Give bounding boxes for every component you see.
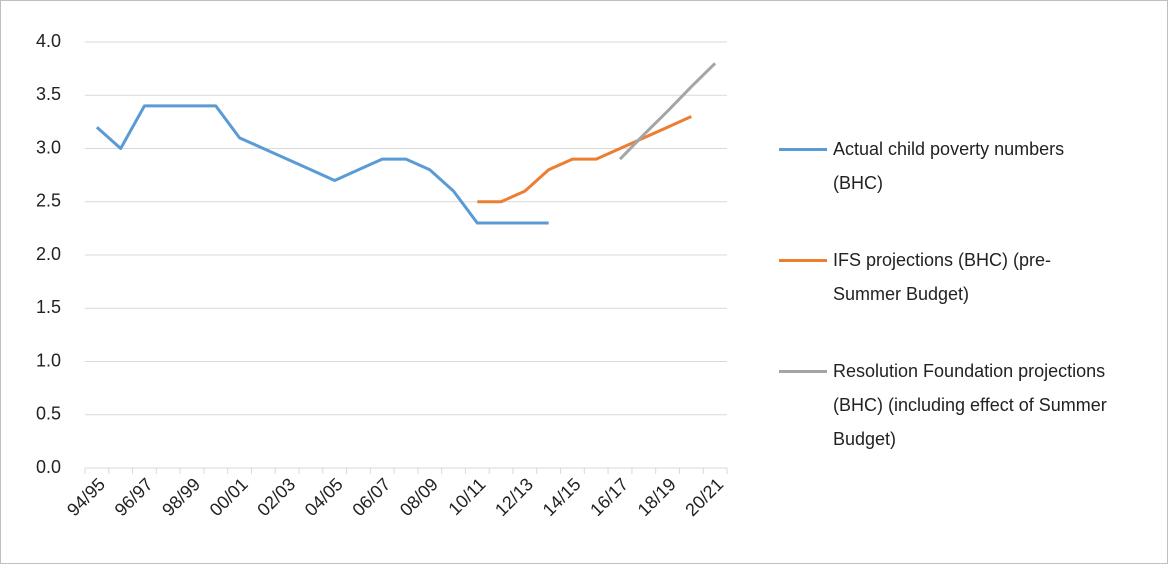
legend-label: Actual child poverty numbers (BHC) (833, 139, 1065, 193)
legend-label: Resolution Foundation projections (BHC) … (833, 361, 1107, 449)
legend-swatch (779, 148, 827, 151)
series-line (477, 115, 692, 204)
x-tick-label: 18/19 (634, 474, 680, 520)
y-tick-label: 0.5 (36, 404, 61, 424)
x-tick-label: 10/11 (444, 474, 489, 519)
y-tick-label: 3.5 (36, 84, 61, 104)
x-tick-label: 96/97 (111, 474, 157, 520)
x-tick-label: 02/03 (253, 474, 299, 520)
y-tick-label: 1.5 (36, 297, 61, 317)
x-tick-label: 14/15 (539, 474, 585, 520)
legend-item: IFS projections (BHC) (pre-Summer Budget… (779, 243, 1119, 311)
y-tick-label: 1.0 (36, 350, 61, 370)
y-tick-label: 3.0 (36, 137, 61, 157)
x-tick-label: 00/01 (206, 474, 252, 520)
y-tick-label: 4.0 (36, 31, 61, 51)
legend-swatch (779, 259, 827, 262)
x-tick-label: 04/05 (301, 474, 347, 520)
legend-item: Resolution Foundation projections (BHC) … (779, 354, 1119, 456)
legend-label: IFS projections (BHC) (pre-Summer Budget… (833, 250, 1052, 304)
x-tick-label: 20/21 (681, 474, 727, 520)
legend: Actual child poverty numbers (BHC) IFS pr… (779, 132, 1119, 499)
series-line (618, 62, 717, 161)
legend-item: Actual child poverty numbers (BHC) (779, 132, 1119, 200)
x-tick-label: 98/99 (158, 474, 204, 520)
y-tick-label: 2.5 (36, 191, 61, 211)
x-tick-label: 12/13 (491, 474, 537, 520)
legend-swatch (779, 370, 827, 373)
x-tick-label: 08/09 (396, 474, 442, 520)
x-tick-label: 94/95 (63, 474, 109, 520)
y-tick-label: 2.0 (36, 244, 61, 264)
x-tick-label: 06/07 (348, 474, 394, 520)
x-tick-label: 16/17 (586, 474, 632, 520)
y-tick-label: 0.0 (36, 457, 61, 477)
series-line (95, 104, 549, 225)
